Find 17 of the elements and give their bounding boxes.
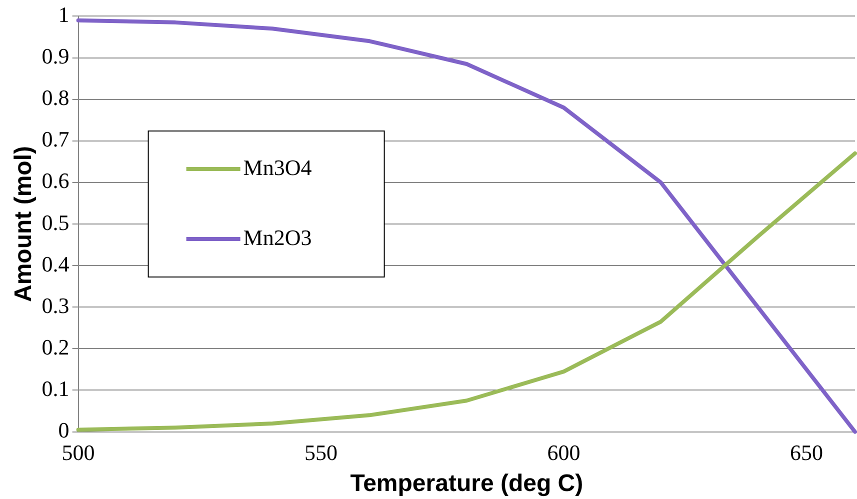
y-tick-label: 0.8 — [42, 85, 70, 110]
legend-label: Mn2O3 — [243, 224, 312, 250]
y-tick-label: 0.3 — [42, 292, 70, 318]
y-tick-label: 0.7 — [42, 126, 70, 152]
y-tick-label: 1 — [58, 2, 70, 27]
y-tick-label: 0.9 — [42, 44, 70, 69]
y-axis-title: Amount (mol) — [10, 146, 38, 302]
x-tick-label: 600 — [547, 440, 580, 465]
y-tick-label: 0.1 — [42, 376, 70, 402]
y-tick-label: 0.4 — [42, 251, 70, 276]
y-tick-label: 0.5 — [42, 210, 70, 235]
x-tick-label: 650 — [790, 440, 823, 465]
y-tick-label: 0.6 — [42, 168, 70, 194]
x-tick-label: 550 — [304, 440, 338, 465]
x-axis-title: Temperature (deg C) — [350, 470, 584, 498]
y-tick-label: 0.2 — [42, 334, 70, 360]
legend-label: Mn3O4 — [243, 154, 312, 180]
